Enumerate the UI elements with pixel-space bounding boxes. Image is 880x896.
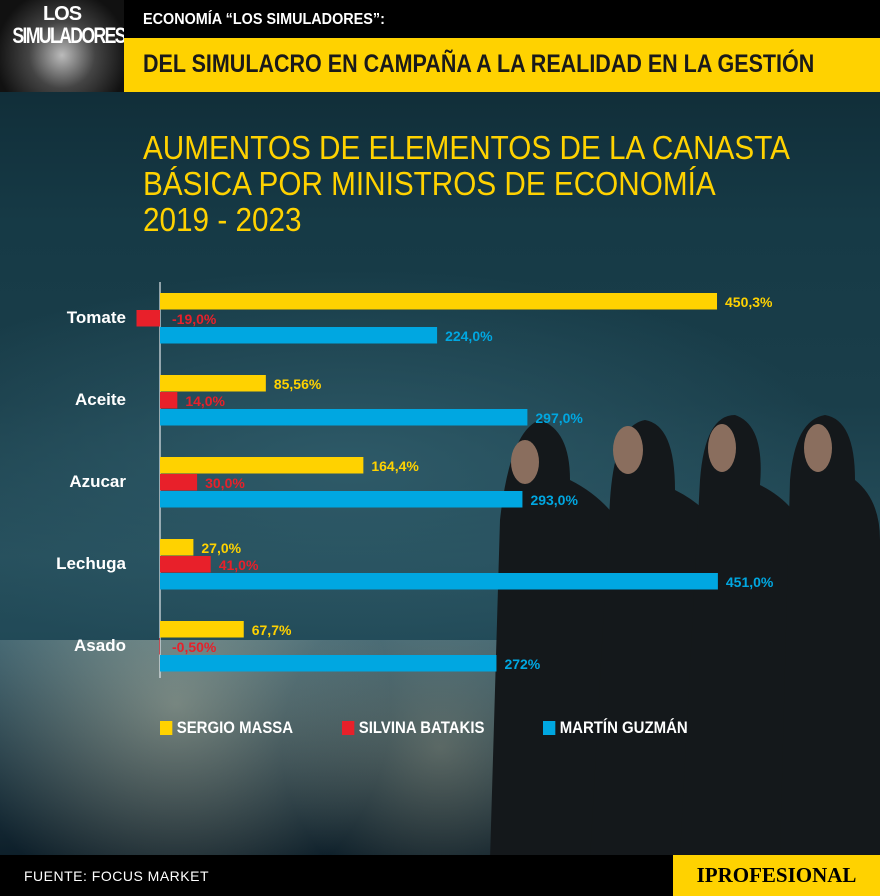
data-label: -19,0% [172,311,217,327]
bar-lechuga-1 [160,556,211,573]
data-label: 30,0% [205,475,245,491]
category-label: Aceite [75,390,126,409]
data-label: 293,0% [530,492,578,508]
headline-banner [124,38,880,92]
bar-asado-0 [160,621,244,638]
legend-label: SILVINA BATAKIS [358,718,485,737]
logo-line-1: LOS [42,3,82,25]
chart-title-line: BÁSICA POR MINISTROS DE ECONOMÍA [143,165,716,202]
bar-tomate-1 [136,310,160,327]
data-label: 27,0% [201,540,241,556]
bar-azucar-1 [160,474,198,491]
bar-azucar-0 [160,457,364,474]
bar-azucar-2 [160,491,523,508]
data-label: -0,50% [172,639,217,655]
data-label: 297,0% [535,410,583,426]
headline: DEL SIMULACRO EN CAMPAÑA A LA REALIDAD E… [143,50,815,78]
source-note: FUENTE: FOCUS MARKET [24,868,210,884]
legend-item-massa: SERGIO MASSA [160,718,293,738]
data-label: 164,4% [371,458,419,474]
legend-label: MARTÍN GUZMÁN [559,718,688,737]
data-label: 14,0% [185,393,225,409]
logo-line-2: SIMULADORES [12,23,124,48]
legend-item-batakis: SILVINA BATAKIS [342,718,485,738]
data-label: 224,0% [445,328,493,344]
data-label: 67,7% [252,622,292,638]
legend-item-guzman: MARTÍN GUZMÁN [543,718,688,738]
chart-title-line: 2019 - 2023 [143,201,302,238]
legend-swatch [543,721,556,735]
data-label: 272% [504,656,540,672]
bar-asado-2 [160,655,497,672]
kicker: ECONOMÍA “LOS SIMULADORES”: [143,11,385,28]
bar-tomate-2 [160,327,438,344]
chart-title: AUMENTOS DE ELEMENTOS DE LA CANASTA BÁSI… [143,130,790,238]
bar-aceite-0 [160,375,266,392]
category-label: Tomate [67,308,126,327]
chart-title-line: AUMENTOS DE ELEMENTOS DE LA CANASTA [143,129,790,166]
data-label: 450,3% [725,294,773,310]
category-label: Lechuga [56,554,126,573]
category-label: Asado [74,636,126,655]
header-bar [0,0,880,38]
category-label: Azucar [69,472,126,491]
bar-lechuga-0 [160,539,194,556]
bar-lechuga-2 [160,573,718,590]
bar-aceite-2 [160,409,528,426]
legend-swatch [160,721,173,735]
iprofesional-logo: IPROFESIONAL [673,855,880,896]
legend-swatch [342,721,355,735]
bar-asado-1 [159,638,160,655]
data-label: 451,0% [726,574,774,590]
data-label: 41,0% [219,557,259,573]
data-label: 85,56% [274,376,322,392]
bar-aceite-1 [160,392,178,409]
legend-label: SERGIO MASSA [176,718,294,737]
los-simuladores-logo: LOS SIMULADORES [0,0,124,92]
bar-tomate-0 [160,293,718,310]
